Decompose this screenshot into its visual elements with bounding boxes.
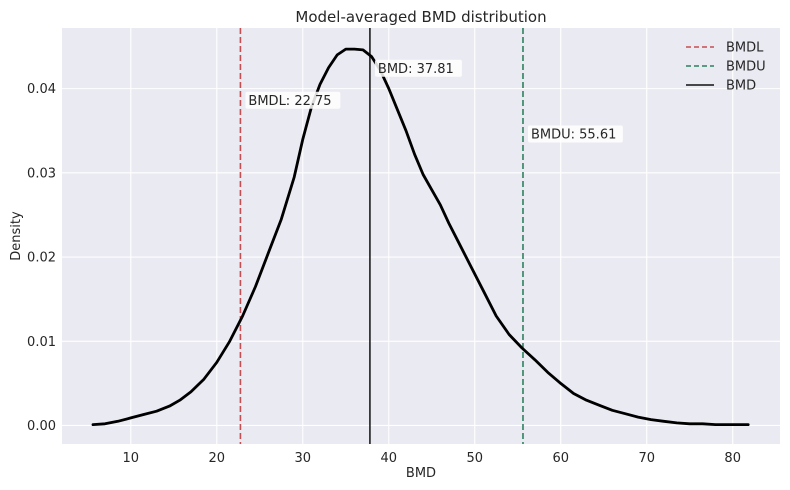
x-tick-label: 10 xyxy=(123,451,140,466)
y-tick-label: 0.01 xyxy=(27,335,56,350)
annotations: BMDL: 22.75 BMDU: 55.61 BMD: 37.81 xyxy=(245,59,623,143)
y-tick-label: 0.04 xyxy=(27,82,56,97)
chart-title: Model-averaged BMD distribution xyxy=(295,8,546,26)
x-tick-label: 80 xyxy=(724,451,741,466)
legend-label-bmd: BMD xyxy=(726,79,756,94)
x-tick-label: 60 xyxy=(552,451,569,466)
bmd-label: BMD: 37.81 xyxy=(378,62,454,77)
y-tick-label: 0.03 xyxy=(27,166,56,181)
bmd-label-box xyxy=(374,59,462,77)
x-tick-label: 20 xyxy=(209,451,226,466)
x-axis-label: BMD xyxy=(406,466,436,481)
plot-background xyxy=(62,28,780,444)
y-tick-labels: 0.00 0.01 0.02 0.03 0.04 xyxy=(27,82,56,434)
legend-label-bmdl: BMDL xyxy=(726,41,764,56)
y-axis-label: Density xyxy=(9,211,24,261)
x-tick-label: 50 xyxy=(466,451,483,466)
x-tick-label: 40 xyxy=(380,451,397,466)
series-group xyxy=(91,47,750,426)
legend-label-bmdu: BMDU xyxy=(726,60,766,75)
bmdl-label: BMDL: 22.75 xyxy=(248,94,331,109)
grid-lines xyxy=(62,28,780,444)
legend: BMDL BMDU BMD xyxy=(686,41,766,94)
bmdu-label-box xyxy=(527,125,623,143)
bmdu-label: BMDU: 55.61 xyxy=(531,127,616,142)
density-curve xyxy=(91,47,750,426)
y-tick-label: 0.00 xyxy=(27,419,56,434)
bmdl-label-box xyxy=(245,91,341,109)
y-tick-label: 0.02 xyxy=(27,251,56,266)
threshold-lines xyxy=(239,28,524,444)
x-tick-label: 30 xyxy=(294,451,311,466)
x-tick-labels: 10 20 30 40 50 60 70 80 xyxy=(123,451,741,466)
x-tick-label: 70 xyxy=(638,451,655,466)
